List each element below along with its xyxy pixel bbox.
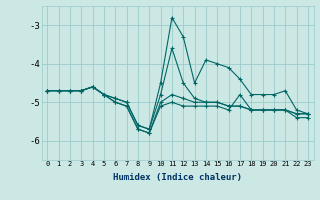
X-axis label: Humidex (Indice chaleur): Humidex (Indice chaleur): [113, 173, 242, 182]
